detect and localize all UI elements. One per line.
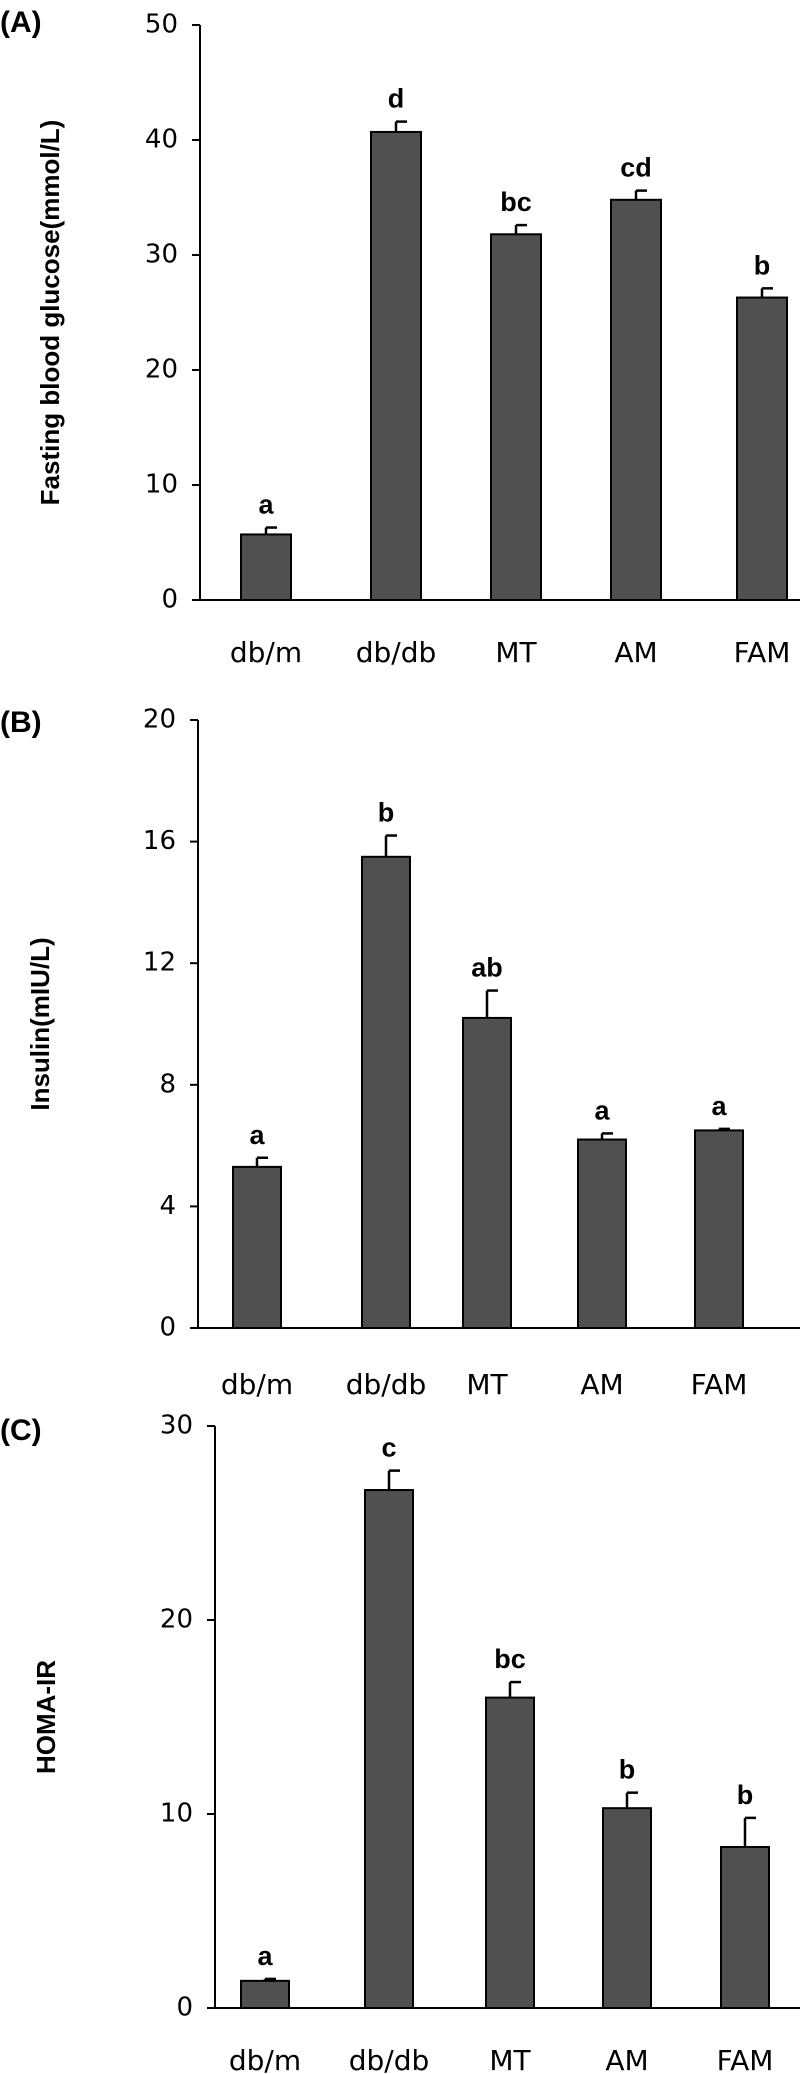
bar bbox=[577, 1138, 627, 1330]
significance-label: bc bbox=[494, 1644, 526, 1674]
significance-label: b bbox=[619, 1755, 636, 1785]
significance-label: b bbox=[754, 250, 771, 280]
y-tick-label: 30 bbox=[145, 240, 178, 270]
significance-label: a bbox=[258, 490, 274, 520]
y-tick-label: 16 bbox=[143, 826, 176, 856]
panel-c: (C) HOMA-IR 0 10 20 30 a db/m c db/db bc MT b AM b FAM bbox=[0, 1411, 800, 2074]
y-tick-label: 20 bbox=[143, 705, 176, 735]
significance-label: b bbox=[737, 1780, 754, 1810]
significance-label: b bbox=[378, 798, 395, 828]
category-label: MT bbox=[466, 1368, 508, 1401]
significance-label: c bbox=[381, 1433, 396, 1463]
category-label: FAM bbox=[734, 636, 791, 669]
category-label: db/db bbox=[356, 636, 437, 669]
significance-label: cd bbox=[620, 153, 652, 183]
y-tick-label: 0 bbox=[161, 585, 178, 615]
significance-label: a bbox=[249, 1120, 265, 1150]
significance-label: a bbox=[594, 1095, 610, 1125]
panel-label: (B) bbox=[0, 706, 42, 739]
bar bbox=[610, 198, 662, 602]
panel-label: (C) bbox=[0, 1414, 42, 1447]
bar bbox=[361, 855, 411, 1329]
significance-label: d bbox=[388, 84, 405, 114]
y-tick-label: 50 bbox=[145, 10, 178, 40]
panel-b: (B) Insulin(mIU/L) 0 4 8 12 16 20 a db/m b db/db ab M… bbox=[0, 705, 800, 1401]
y-tick-label: 20 bbox=[145, 355, 178, 385]
category-label: AM bbox=[614, 636, 657, 669]
y-tick-label: 0 bbox=[176, 1993, 193, 2023]
bar bbox=[485, 1696, 535, 2009]
y-tick-label: 20 bbox=[160, 1605, 193, 1635]
bar bbox=[240, 533, 292, 602]
category-label: db/m bbox=[229, 2044, 301, 2074]
category-label: db/db bbox=[349, 2044, 430, 2074]
bar bbox=[602, 1807, 652, 2010]
y-tick-label: 40 bbox=[145, 125, 178, 155]
y-axis-label: HOMA-IR bbox=[31, 1660, 61, 1774]
category-label: MT bbox=[495, 636, 537, 669]
bar bbox=[720, 1845, 770, 2009]
significance-label: a bbox=[711, 1091, 727, 1121]
category-label: db/m bbox=[221, 1368, 293, 1401]
y-tick-label: 10 bbox=[145, 470, 178, 500]
y-tick-label: 0 bbox=[159, 1313, 176, 1343]
bar bbox=[232, 1165, 282, 1329]
significance-label: bc bbox=[500, 187, 532, 217]
category-label: AM bbox=[580, 1368, 623, 1401]
y-tick-label: 10 bbox=[160, 1799, 193, 1829]
panel-a: (A) Fasting blood glucose(mmol/L) 0 10 20 30 4… bbox=[0, 6, 800, 669]
category-label: db/m bbox=[230, 636, 302, 669]
category-label: db/db bbox=[346, 1368, 427, 1401]
category-label: FAM bbox=[691, 1368, 748, 1401]
bar bbox=[462, 1016, 512, 1329]
significance-label: ab bbox=[471, 953, 503, 983]
bar bbox=[490, 233, 542, 602]
y-axis-label: Insulin(mIU/L) bbox=[25, 937, 55, 1110]
y-tick-label: 12 bbox=[143, 948, 176, 978]
bar bbox=[370, 130, 422, 601]
category-label: AM bbox=[605, 2044, 648, 2074]
y-tick-label: 8 bbox=[159, 1069, 176, 1099]
category-label: MT bbox=[489, 2044, 531, 2074]
bar bbox=[364, 1489, 414, 2009]
y-axis-label: Fasting blood glucose(mmol/L) bbox=[35, 120, 65, 506]
panel-label: (A) bbox=[0, 6, 42, 39]
y-tick-label: 30 bbox=[160, 1411, 193, 1441]
significance-label: a bbox=[257, 1941, 273, 1971]
y-tick-label: 4 bbox=[159, 1191, 176, 1221]
category-label: FAM bbox=[717, 2044, 774, 2074]
bar bbox=[240, 1979, 290, 2009]
bar bbox=[736, 296, 788, 601]
bar bbox=[694, 1129, 744, 1330]
